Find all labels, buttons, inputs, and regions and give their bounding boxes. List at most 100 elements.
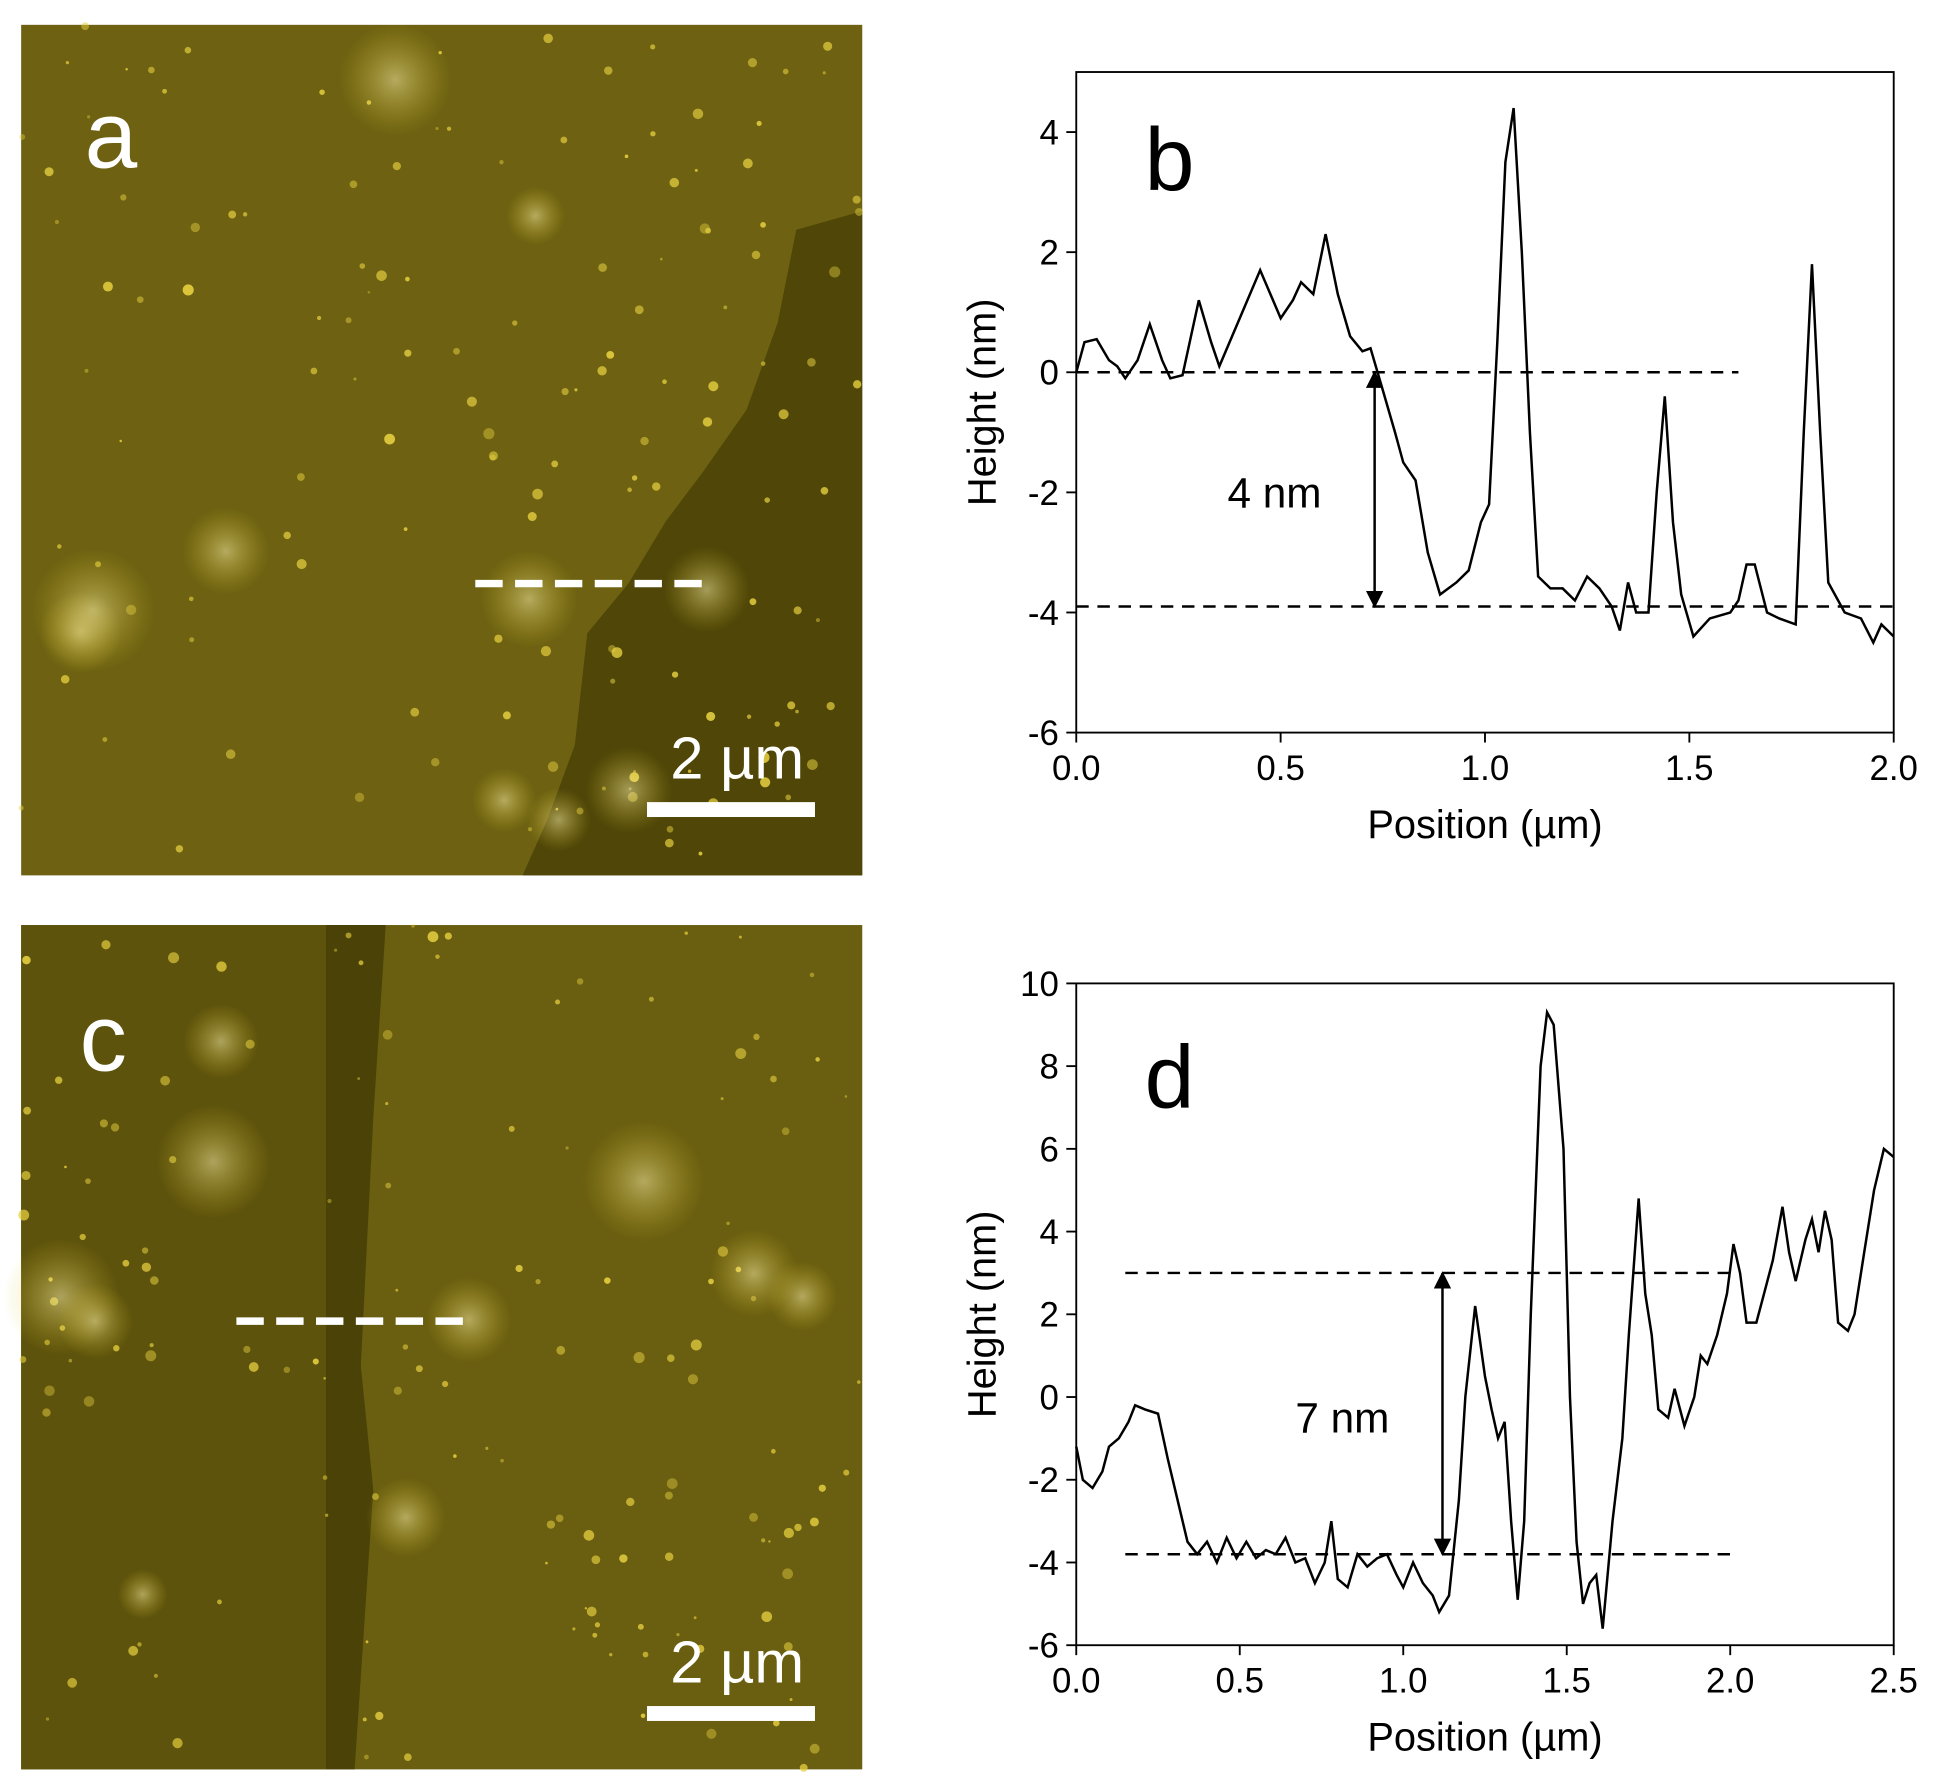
speck (81, 22, 90, 31)
speck (83, 1396, 95, 1407)
speck (687, 769, 692, 773)
speck (671, 671, 679, 678)
speck (85, 1178, 91, 1185)
speck (57, 544, 62, 549)
speck (650, 131, 656, 137)
speck (852, 195, 861, 204)
speck (746, 714, 752, 719)
speck (545, 1561, 548, 1565)
speck (64, 1165, 67, 1169)
speck (664, 1552, 674, 1562)
y-tick-label: -6 (1028, 1627, 1059, 1666)
speck (411, 924, 415, 928)
speck (296, 558, 307, 570)
speck (735, 1048, 747, 1060)
speck (706, 1728, 717, 1739)
speck (809, 1743, 820, 1754)
speck (405, 276, 410, 282)
speck (148, 66, 155, 74)
speck (806, 759, 818, 770)
speck (852, 380, 862, 389)
speck (799, 1763, 808, 1772)
speck (435, 954, 440, 959)
speck (795, 709, 799, 714)
speck (749, 598, 757, 606)
speck (365, 1640, 369, 1644)
y-tick-label: -4 (1028, 594, 1059, 633)
speck (65, 60, 70, 65)
speck (608, 645, 616, 653)
scale-bar-label: 2 µm (670, 725, 804, 792)
speck (296, 473, 305, 481)
speck (327, 1198, 332, 1204)
speck (610, 678, 616, 684)
speck (723, 305, 728, 310)
speck (705, 227, 712, 234)
speck (22, 955, 31, 965)
speck (67, 1677, 78, 1688)
speck (60, 674, 70, 684)
y-axis-label: Height (nm) (960, 1211, 1004, 1419)
speck (101, 940, 111, 950)
x-tick-label: 1.5 (1665, 749, 1713, 788)
panel-label: d (1145, 1027, 1195, 1127)
speck (19, 1356, 27, 1363)
speck (453, 1454, 457, 1458)
speck (349, 180, 358, 189)
speck (708, 381, 719, 392)
height-profile (1075, 107, 1895, 646)
grain (117, 1569, 168, 1620)
speck (84, 368, 89, 373)
speck (572, 1627, 576, 1631)
speck (137, 1642, 142, 1647)
speck (818, 1484, 826, 1492)
speck (160, 1075, 171, 1086)
grain (585, 746, 673, 834)
speck (354, 792, 365, 802)
speck (778, 409, 789, 420)
speck (637, 1623, 644, 1630)
afm-image: a 2 µm (18, 22, 864, 876)
scale-bar (647, 802, 815, 818)
speck (761, 1538, 766, 1543)
speck (546, 1520, 556, 1529)
speck (102, 281, 113, 292)
speck (19, 133, 26, 140)
grain (526, 787, 591, 852)
plot: 0.0 0.5 1.0 1.5 2.0 -6 -4 -2 0 2 4 Position (µm) Hei… (960, 71, 1918, 847)
speck (809, 1517, 819, 1527)
speck (720, 1097, 724, 1101)
speck (783, 1527, 794, 1539)
speck (102, 737, 108, 742)
y-axis-label: Height (nm) (960, 299, 1004, 507)
speck (110, 1123, 120, 1132)
speck (122, 1259, 130, 1267)
x-tick-label: 1.5 (1543, 1661, 1591, 1700)
speck (149, 1343, 154, 1348)
speck (693, 1616, 697, 1620)
speck (592, 1632, 598, 1638)
speck (515, 1264, 523, 1273)
speck (485, 1446, 489, 1450)
speck (770, 1075, 777, 1083)
speck (606, 350, 615, 359)
speck (823, 41, 833, 51)
speck (760, 361, 766, 366)
speck (502, 711, 511, 720)
speck (128, 1645, 139, 1656)
speck (666, 1478, 678, 1489)
speck (402, 1344, 409, 1350)
speck (182, 284, 194, 296)
speck (362, 1717, 367, 1722)
speck (141, 1262, 152, 1272)
speck (751, 250, 761, 260)
speck (576, 978, 584, 985)
speck (664, 1491, 673, 1500)
speck (384, 433, 396, 445)
speck (225, 749, 236, 759)
plot-frame (1075, 982, 1895, 1647)
speck (435, 126, 439, 131)
speck (699, 223, 711, 234)
speck (319, 89, 325, 95)
speck (640, 436, 649, 446)
